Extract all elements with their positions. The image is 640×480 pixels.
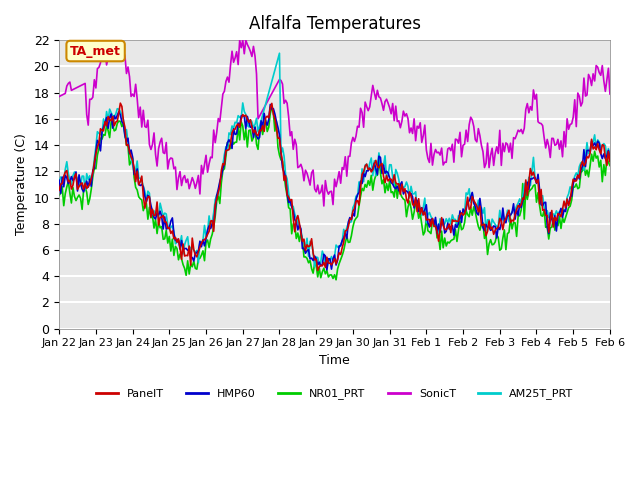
X-axis label: Time: Time [319,354,350,367]
Text: TA_met: TA_met [70,45,121,58]
Title: Alfalfa Temperatures: Alfalfa Temperatures [248,15,420,33]
Legend: PanelT, HMP60, NR01_PRT, SonicT, AM25T_PRT: PanelT, HMP60, NR01_PRT, SonicT, AM25T_P… [92,384,578,404]
Y-axis label: Temperature (C): Temperature (C) [15,133,28,235]
